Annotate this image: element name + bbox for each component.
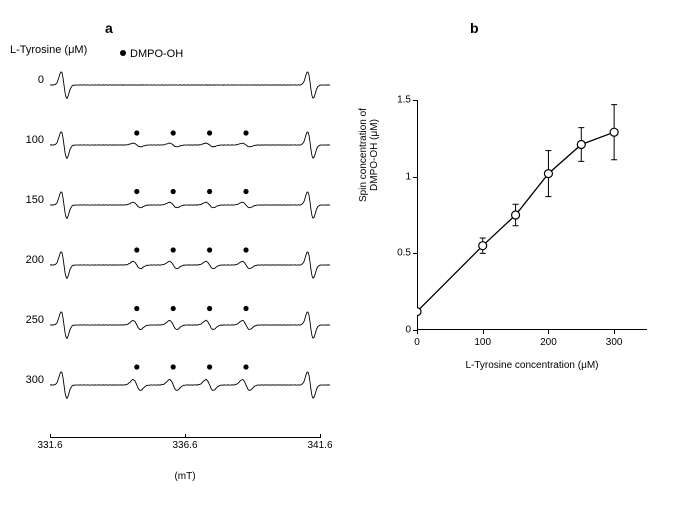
x-tick-label: 300 bbox=[606, 337, 623, 348]
xaxis-ticklabel: 336.6 bbox=[172, 440, 197, 451]
panel-a-xaxis: 331.6336.6341.6 bbox=[50, 437, 320, 468]
data-point-marker bbox=[610, 128, 618, 136]
spectrum-trace: 250 bbox=[50, 292, 330, 352]
spectrum-trace: 100 bbox=[50, 112, 330, 172]
spectrum-trace: 0 bbox=[50, 52, 330, 112]
trace-svg bbox=[50, 112, 330, 172]
panel-b-ylabel: Spin concentration of DMPO-OH (μM) bbox=[359, 95, 380, 215]
panel-b-xlabel: L-Tyrosine concentration (μM) bbox=[417, 360, 647, 371]
spectra-plot-area: 0100150200250300 bbox=[50, 52, 330, 442]
data-point-marker bbox=[479, 242, 487, 250]
peak-marker-icon bbox=[243, 306, 248, 311]
trace-concentration-label: 250 bbox=[16, 314, 44, 326]
data-point-marker bbox=[577, 140, 585, 148]
peak-marker-icon bbox=[171, 130, 176, 135]
peak-marker-icon bbox=[134, 189, 139, 194]
peak-marker-icon bbox=[134, 306, 139, 311]
trace-concentration-label: 150 bbox=[16, 194, 44, 206]
panel-b-label: b bbox=[470, 20, 479, 36]
trace-svg bbox=[50, 232, 330, 292]
peak-marker-icon bbox=[134, 364, 139, 369]
peak-marker-icon bbox=[207, 306, 212, 311]
y-tick-label: 1 bbox=[389, 171, 411, 182]
peak-marker-icon bbox=[171, 247, 176, 252]
xaxis-ticklabel: 341.6 bbox=[307, 440, 332, 451]
peak-marker-icon bbox=[243, 130, 248, 135]
panel-b-ylabel-l1: Spin concentration of bbox=[359, 95, 370, 215]
y-tick-label: 0.5 bbox=[389, 248, 411, 259]
trace-svg bbox=[50, 52, 330, 112]
panel-a: a L-Tyrosine (μM) DMPO-OH 01001502002503… bbox=[10, 10, 355, 490]
panel-a-label: a bbox=[105, 20, 113, 36]
peak-marker-icon bbox=[171, 364, 176, 369]
spectrum-trace: 150 bbox=[50, 172, 330, 232]
panel-b-chart: 00.511.50100200300 bbox=[417, 100, 647, 330]
x-tick-label: 100 bbox=[474, 337, 491, 348]
trace-concentration-label: 300 bbox=[16, 374, 44, 386]
peak-marker-icon bbox=[243, 247, 248, 252]
figure-container: a L-Tyrosine (μM) DMPO-OH 01001502002503… bbox=[10, 10, 675, 499]
y-tick-label: 1.5 bbox=[389, 95, 411, 106]
peak-marker-icon bbox=[171, 306, 176, 311]
chart-b-svg bbox=[417, 100, 647, 330]
panel-a-xaxis-unit: (mT) bbox=[50, 471, 320, 482]
peak-marker-icon bbox=[207, 364, 212, 369]
spectrum-trace: 200 bbox=[50, 232, 330, 292]
peak-marker-icon bbox=[243, 364, 248, 369]
panel-b: b Spin concentration of DMPO-OH (μM) 00.… bbox=[355, 10, 675, 490]
y-tick-label: 0 bbox=[389, 325, 411, 336]
peak-marker-icon bbox=[207, 189, 212, 194]
data-point-marker bbox=[417, 308, 421, 316]
peak-marker-icon bbox=[207, 130, 212, 135]
trace-concentration-label: 200 bbox=[16, 254, 44, 266]
peak-marker-icon bbox=[134, 247, 139, 252]
trace-svg bbox=[50, 292, 330, 352]
panel-b-ylabel-l2: DMPO-OH (μM) bbox=[370, 95, 381, 215]
xaxis-ticklabel: 331.6 bbox=[37, 440, 62, 451]
trace-svg bbox=[50, 172, 330, 232]
peak-marker-icon bbox=[171, 189, 176, 194]
data-point-marker bbox=[512, 211, 520, 219]
x-tick-label: 200 bbox=[540, 337, 557, 348]
spectrum-trace: 300 bbox=[50, 352, 330, 412]
peak-marker-icon bbox=[134, 130, 139, 135]
trace-concentration-label: 100 bbox=[16, 134, 44, 146]
trace-svg bbox=[50, 352, 330, 412]
trace-concentration-label: 0 bbox=[16, 74, 44, 86]
x-tick-label: 0 bbox=[414, 337, 420, 348]
peak-marker-icon bbox=[207, 247, 212, 252]
peak-marker-icon bbox=[243, 189, 248, 194]
data-point-marker bbox=[544, 170, 552, 178]
